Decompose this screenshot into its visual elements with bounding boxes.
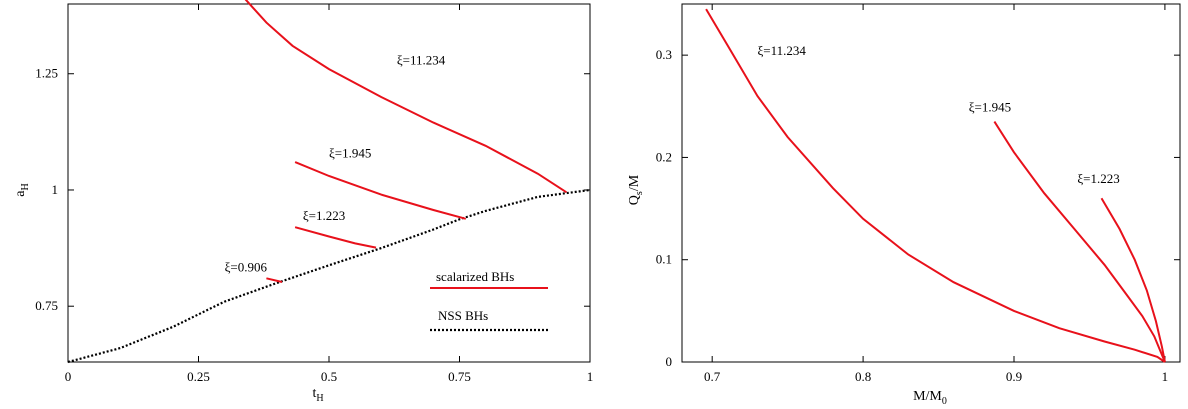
- left-ticks: 0 0.25 0.5 0.75 1 0.75 1 1.25: [35, 4, 593, 384]
- left-series-line: [294, 226, 377, 249]
- right-annotation: ξ=1.945: [969, 99, 1011, 114]
- legend-label-scalarized: scalarized BHs: [436, 269, 514, 284]
- legend-label-nss: NSS BHs: [438, 308, 488, 323]
- right-series: [705, 8, 1166, 363]
- left-annotation: ξ=0.906: [225, 259, 268, 274]
- right-xtick-label: 0.7: [704, 369, 721, 384]
- right-series-line: [1100, 197, 1166, 363]
- right-chart: 0.7 0.8 0.9 1 0 0.1 0.2 0.3 ξ=11.234 ξ=1.945 ξ=1.…: [627, 3, 1181, 407]
- left-xtick-label: 0: [65, 369, 72, 384]
- right-xtick-label: 0.9: [1006, 369, 1022, 384]
- left-plot-frame: [67, 3, 591, 363]
- left-ylabel: aH: [13, 183, 31, 196]
- left-legend: scalarized BHs NSS BHs: [430, 269, 548, 332]
- left-series-line: [244, 0, 568, 194]
- left-annotation: ξ=1.945: [329, 145, 371, 160]
- right-ticks: 0.7 0.8 0.9 1 0 0.1 0.2 0.3: [656, 4, 1180, 384]
- left-annotation: ξ=1.223: [303, 208, 345, 223]
- left-xtick-label: 0.5: [321, 369, 337, 384]
- left-series-line: [67, 188, 591, 364]
- left-ytick-label: 1.25: [35, 66, 58, 81]
- left-series-line: [294, 161, 467, 220]
- right-xlabel: M/M0: [913, 389, 947, 407]
- right-plot-frame: [681, 3, 1181, 363]
- left-xtick-label: 0.25: [187, 369, 210, 384]
- right-ytick-label: 0.3: [656, 47, 672, 62]
- right-series-line: [993, 121, 1166, 363]
- right-xtick-label: 0.8: [855, 369, 871, 384]
- right-ytick-label: 0: [666, 354, 673, 369]
- left-series: [67, 0, 591, 364]
- left-ytick-label: 0.75: [35, 298, 58, 313]
- right-xtick-label: 1: [1162, 369, 1169, 384]
- right-annotations: ξ=11.234 ξ=1.945 ξ=1.223: [757, 43, 1119, 186]
- left-annotation: ξ=11.234: [397, 52, 446, 67]
- right-series-line: [705, 8, 1166, 363]
- left-xtick-label: 0.75: [448, 369, 471, 384]
- left-ytick-label: 1: [52, 182, 59, 197]
- left-series-line: [266, 277, 283, 283]
- right-ytick-label: 0.1: [656, 252, 672, 267]
- right-annotation: ξ=1.223: [1077, 171, 1119, 186]
- right-ylabel: Qs/M: [627, 174, 645, 205]
- left-xtick-label: 1: [587, 369, 594, 384]
- left-annotations: ξ=11.234 ξ=1.945 ξ=1.223 ξ=0.906: [225, 52, 446, 274]
- right-ytick-label: 0.2: [656, 149, 672, 164]
- right-annotation: ξ=11.234: [757, 43, 806, 58]
- left-xlabel: tH: [312, 386, 323, 404]
